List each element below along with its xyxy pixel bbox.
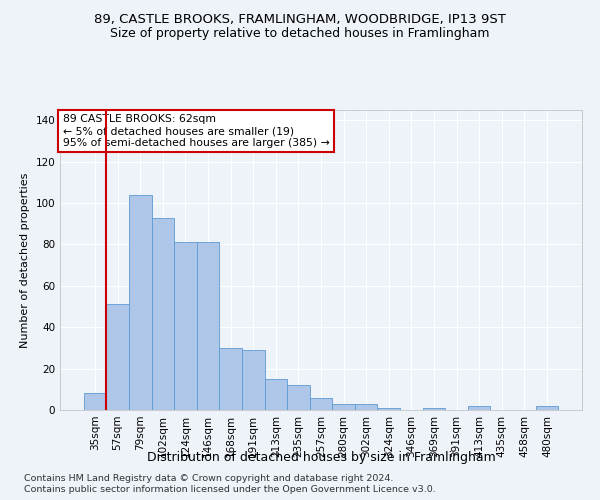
Bar <box>242 350 265 410</box>
Bar <box>332 404 355 410</box>
Bar <box>377 408 400 410</box>
Bar <box>197 242 220 410</box>
Bar <box>220 348 242 410</box>
Bar <box>129 195 152 410</box>
Text: Contains HM Land Registry data © Crown copyright and database right 2024.: Contains HM Land Registry data © Crown c… <box>24 474 394 483</box>
Bar <box>422 408 445 410</box>
Bar <box>310 398 332 410</box>
Bar <box>152 218 174 410</box>
Bar <box>106 304 129 410</box>
Bar <box>174 242 197 410</box>
Bar <box>265 379 287 410</box>
Bar <box>468 406 490 410</box>
Text: 89 CASTLE BROOKS: 62sqm
← 5% of detached houses are smaller (19)
95% of semi-det: 89 CASTLE BROOKS: 62sqm ← 5% of detached… <box>62 114 329 148</box>
Bar <box>287 385 310 410</box>
Bar <box>84 394 106 410</box>
Text: Distribution of detached houses by size in Framlingham: Distribution of detached houses by size … <box>146 451 496 464</box>
Y-axis label: Number of detached properties: Number of detached properties <box>20 172 30 348</box>
Text: Contains public sector information licensed under the Open Government Licence v3: Contains public sector information licen… <box>24 486 436 494</box>
Text: 89, CASTLE BROOKS, FRAMLINGHAM, WOODBRIDGE, IP13 9ST: 89, CASTLE BROOKS, FRAMLINGHAM, WOODBRID… <box>94 12 506 26</box>
Text: Size of property relative to detached houses in Framlingham: Size of property relative to detached ho… <box>110 28 490 40</box>
Bar <box>355 404 377 410</box>
Bar <box>536 406 558 410</box>
